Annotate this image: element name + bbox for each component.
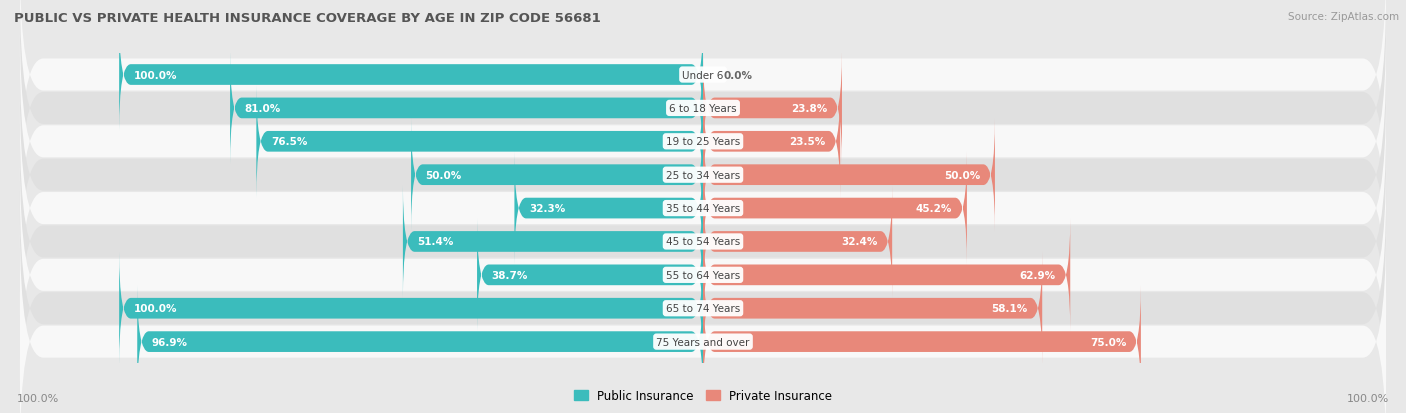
Text: 81.0%: 81.0%: [245, 104, 281, 114]
FancyBboxPatch shape: [703, 119, 995, 232]
Text: 100.0%: 100.0%: [1347, 393, 1389, 403]
FancyBboxPatch shape: [703, 152, 967, 265]
Text: 55 to 64 Years: 55 to 64 Years: [666, 270, 740, 280]
Text: 50.0%: 50.0%: [943, 170, 980, 180]
Text: PUBLIC VS PRIVATE HEALTH INSURANCE COVERAGE BY AGE IN ZIP CODE 56681: PUBLIC VS PRIVATE HEALTH INSURANCE COVER…: [14, 12, 600, 25]
FancyBboxPatch shape: [703, 52, 842, 165]
FancyBboxPatch shape: [20, 225, 1386, 413]
FancyBboxPatch shape: [138, 285, 703, 398]
Text: 45 to 54 Years: 45 to 54 Years: [666, 237, 740, 247]
FancyBboxPatch shape: [256, 85, 703, 198]
FancyBboxPatch shape: [703, 285, 1140, 398]
FancyBboxPatch shape: [20, 25, 1386, 259]
Text: 32.4%: 32.4%: [841, 237, 877, 247]
FancyBboxPatch shape: [20, 158, 1386, 392]
FancyBboxPatch shape: [20, 58, 1386, 292]
Text: 62.9%: 62.9%: [1019, 270, 1056, 280]
FancyBboxPatch shape: [20, 91, 1386, 326]
Text: 35 to 44 Years: 35 to 44 Years: [666, 204, 740, 214]
Text: 100.0%: 100.0%: [17, 393, 59, 403]
Text: 75 Years and over: 75 Years and over: [657, 337, 749, 347]
Text: 96.9%: 96.9%: [152, 337, 188, 347]
FancyBboxPatch shape: [20, 0, 1386, 192]
Text: 32.3%: 32.3%: [529, 204, 565, 214]
Text: Under 6: Under 6: [682, 70, 724, 80]
Text: 76.5%: 76.5%: [271, 137, 308, 147]
Text: 51.4%: 51.4%: [418, 237, 454, 247]
FancyBboxPatch shape: [703, 85, 841, 198]
Text: 0.0%: 0.0%: [724, 70, 752, 80]
Text: 19 to 25 Years: 19 to 25 Years: [666, 137, 740, 147]
FancyBboxPatch shape: [120, 252, 703, 365]
FancyBboxPatch shape: [404, 185, 703, 298]
Text: 100.0%: 100.0%: [134, 304, 177, 313]
FancyBboxPatch shape: [703, 252, 1042, 365]
FancyBboxPatch shape: [120, 19, 703, 132]
Text: 45.2%: 45.2%: [915, 204, 952, 214]
Text: 58.1%: 58.1%: [991, 304, 1028, 313]
Text: 6 to 18 Years: 6 to 18 Years: [669, 104, 737, 114]
FancyBboxPatch shape: [20, 0, 1386, 226]
FancyBboxPatch shape: [477, 219, 703, 332]
Text: 23.8%: 23.8%: [792, 104, 827, 114]
Text: Source: ZipAtlas.com: Source: ZipAtlas.com: [1288, 12, 1399, 22]
Text: 38.7%: 38.7%: [492, 270, 529, 280]
FancyBboxPatch shape: [411, 119, 703, 232]
Text: 65 to 74 Years: 65 to 74 Years: [666, 304, 740, 313]
FancyBboxPatch shape: [703, 219, 1070, 332]
FancyBboxPatch shape: [703, 185, 893, 298]
Text: 23.5%: 23.5%: [789, 137, 825, 147]
Text: 25 to 34 Years: 25 to 34 Years: [666, 170, 740, 180]
FancyBboxPatch shape: [20, 125, 1386, 359]
FancyBboxPatch shape: [231, 52, 703, 165]
FancyBboxPatch shape: [20, 191, 1386, 413]
Text: 50.0%: 50.0%: [426, 170, 463, 180]
Text: 75.0%: 75.0%: [1090, 337, 1126, 347]
Text: 100.0%: 100.0%: [134, 70, 177, 80]
FancyBboxPatch shape: [515, 152, 703, 265]
Legend: Public Insurance, Private Insurance: Public Insurance, Private Insurance: [569, 385, 837, 407]
